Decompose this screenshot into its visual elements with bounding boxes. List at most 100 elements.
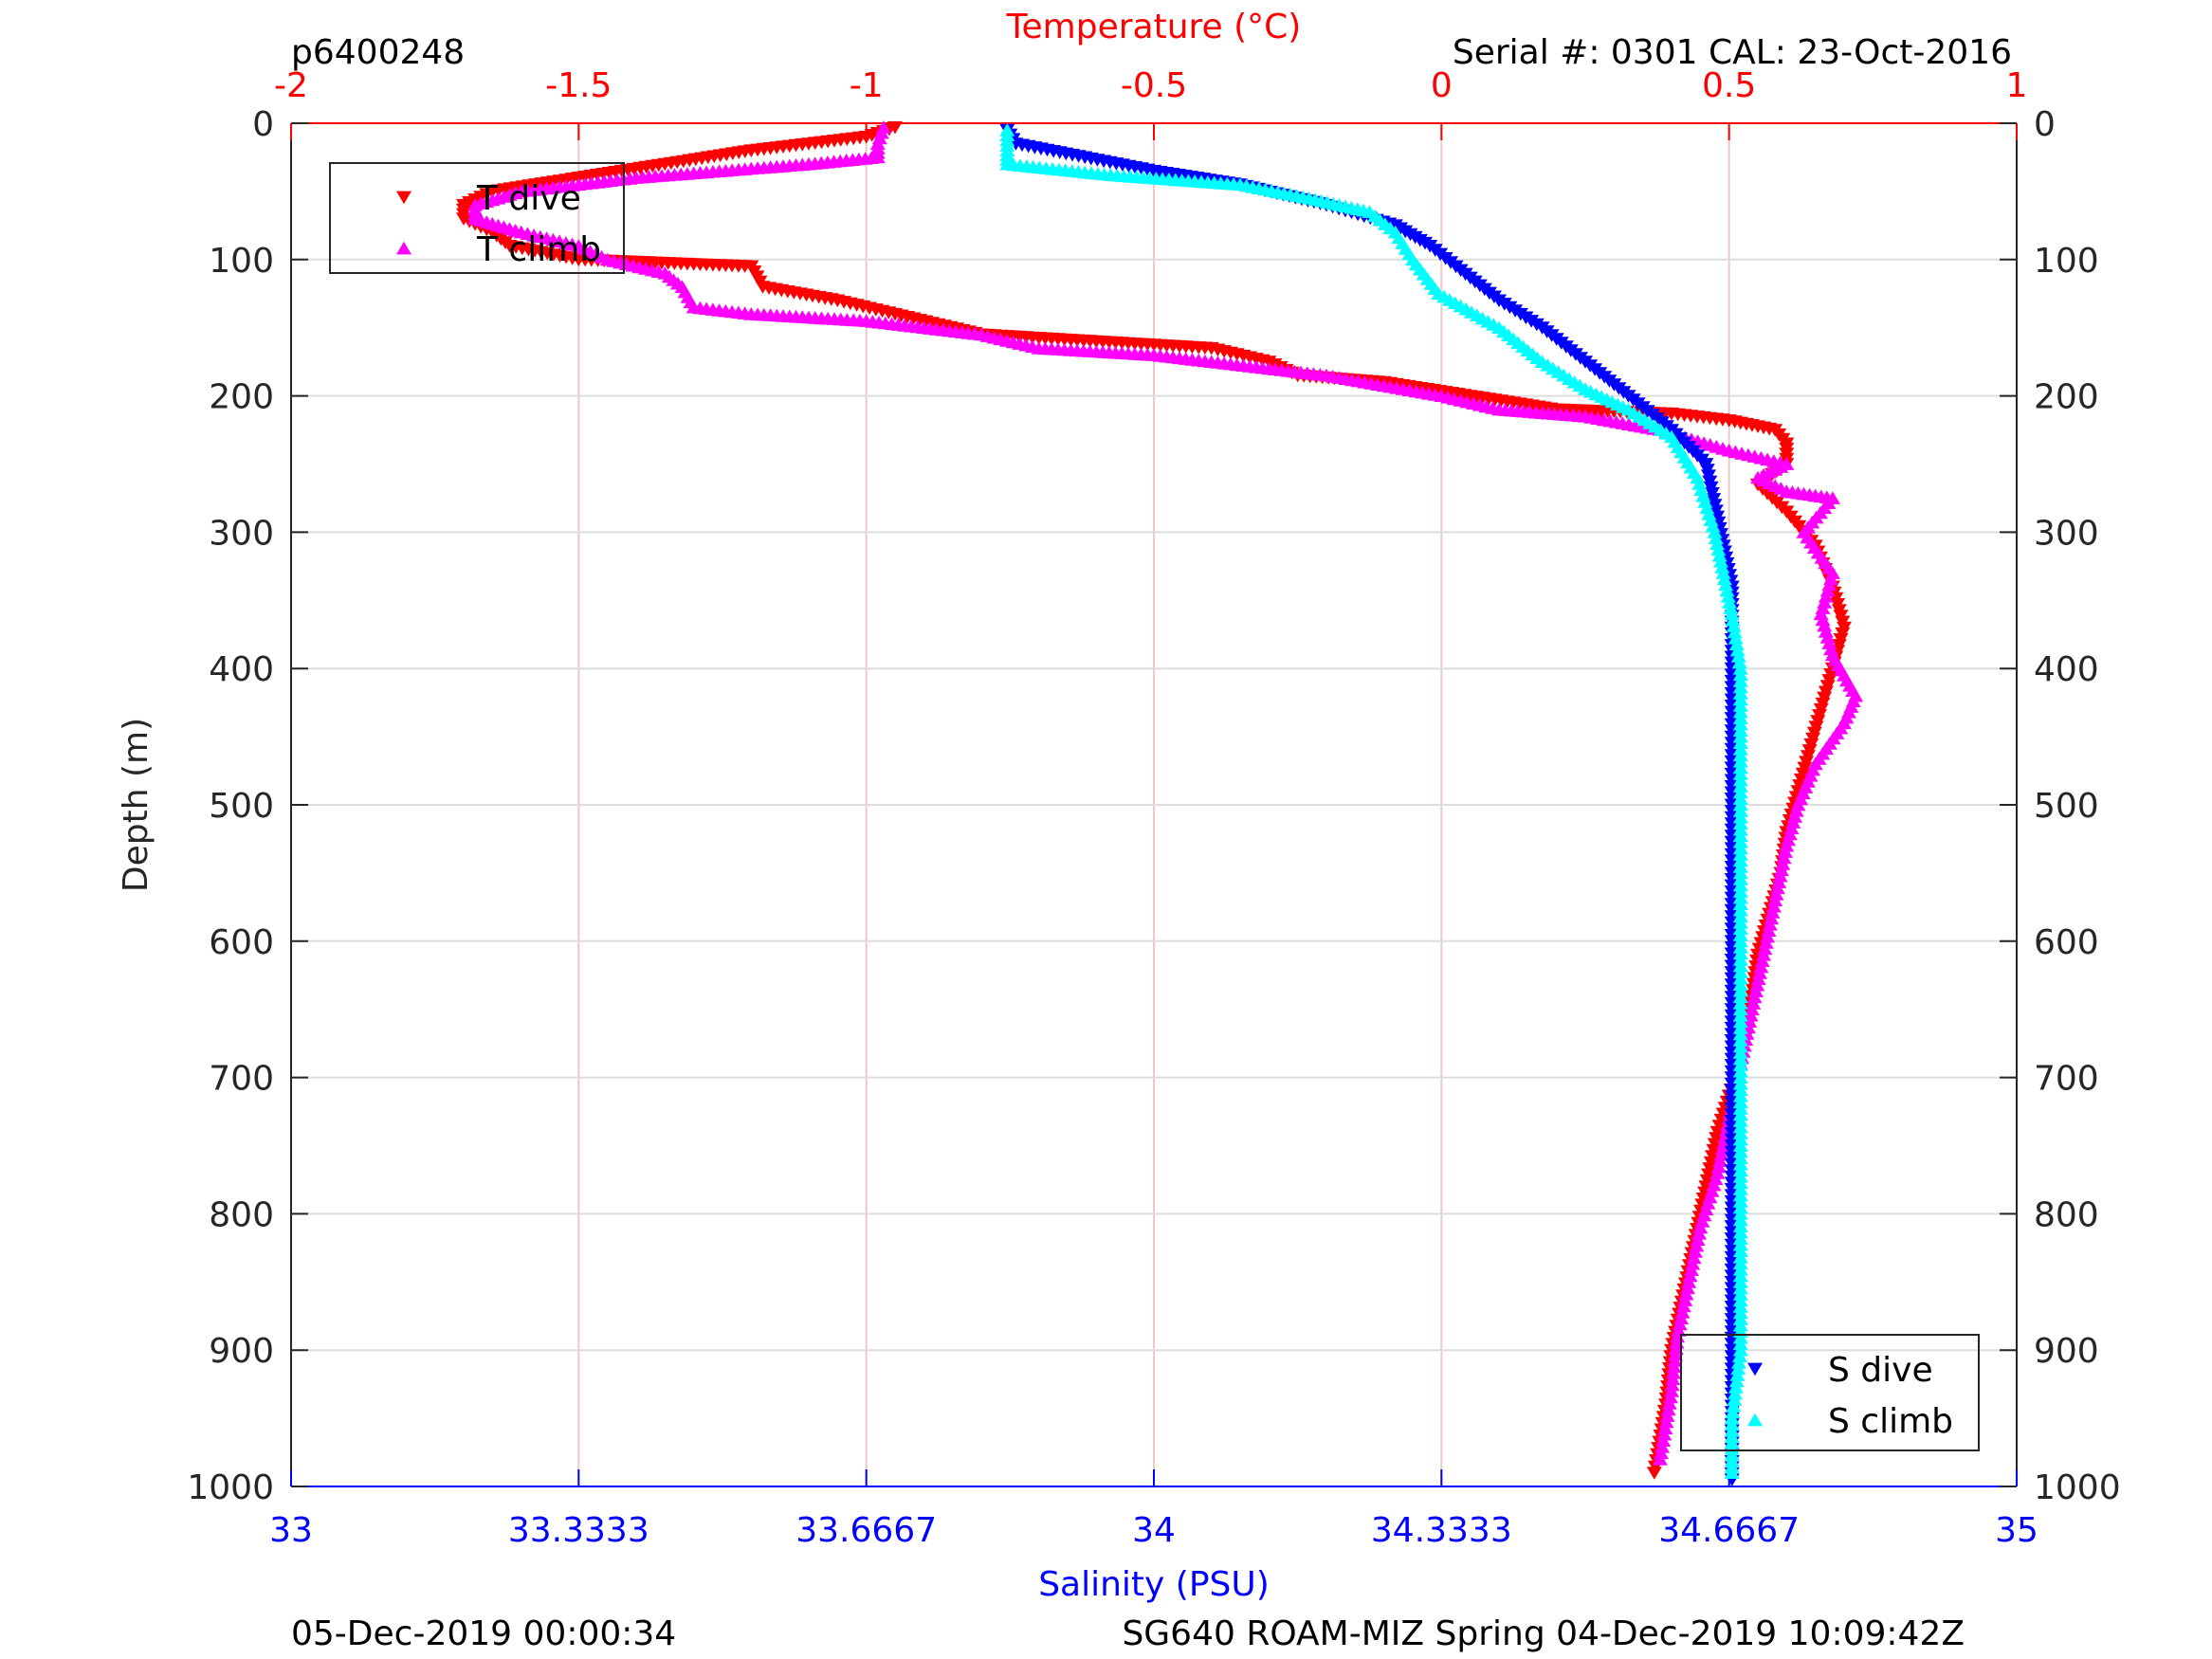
temp-tick-label: -1	[850, 66, 884, 105]
depth-tick-label-right: 300	[2034, 514, 2099, 553]
data-point	[1654, 1440, 1671, 1453]
data-point	[1674, 1305, 1691, 1319]
salinity-tick-label: 34	[1132, 1511, 1176, 1550]
data-point	[1764, 905, 1781, 919]
data-point	[1708, 531, 1724, 544]
depth-tick-label-right: 1000	[2034, 1468, 2121, 1507]
data-point	[1767, 893, 1783, 907]
data-point	[1744, 1002, 1760, 1016]
data-point	[1665, 1372, 1681, 1385]
data-point	[1748, 984, 1764, 997]
data-point	[1686, 1250, 1702, 1265]
legend-label: S climb	[1828, 1402, 1953, 1441]
data-point	[1769, 881, 1785, 895]
legend-label: S dive	[1828, 1351, 1933, 1390]
data-point	[1749, 977, 1765, 992]
data-point	[1682, 1268, 1698, 1283]
data-point	[1719, 583, 1735, 597]
depth-tick-label-right: 700	[2034, 1060, 2099, 1099]
data-point	[1646, 1467, 1662, 1480]
data-point	[1710, 542, 1727, 556]
depth-tick-label: 100	[209, 242, 274, 281]
depth-axis-label: Depth (m)	[117, 718, 155, 892]
profile-id: p6400248	[291, 33, 466, 72]
data-point	[1666, 1359, 1682, 1374]
depth-tick-label: 200	[209, 378, 274, 417]
legend-label: T climb	[476, 230, 601, 269]
data-point	[1743, 1008, 1759, 1022]
data-point	[1761, 923, 1777, 937]
data-point	[1728, 1386, 1743, 1400]
series-t-climb	[467, 120, 1864, 1466]
data-point	[1711, 548, 1728, 562]
data-point	[1662, 1390, 1678, 1404]
data-point	[1760, 929, 1776, 943]
data-point	[1765, 899, 1782, 913]
salinity-tick-label: 33	[269, 1511, 313, 1550]
salinity-tick-label: 35	[1995, 1511, 2038, 1550]
data-point	[1726, 619, 1742, 632]
data-point	[1762, 918, 1778, 931]
data-point	[1683, 1263, 1699, 1276]
temp-tick-label: 1	[2006, 66, 2028, 105]
data-point	[1709, 537, 1726, 551]
data-point	[1664, 1384, 1679, 1397]
data-point	[1729, 1368, 1746, 1381]
data-point	[1712, 1154, 1728, 1167]
temp-tick-label: 0.5	[1702, 66, 1756, 105]
data-point	[1728, 1380, 1744, 1394]
data-point	[1731, 1356, 1747, 1369]
salinity-axis-label: Salinity (PSU)	[1038, 1565, 1270, 1604]
legend-marker	[396, 191, 411, 205]
data-point	[1731, 655, 1747, 669]
data-point	[1768, 887, 1784, 901]
data-point	[1746, 990, 1763, 1004]
data-point	[1772, 868, 1788, 883]
depth-tick-label-right: 0	[2034, 105, 2056, 144]
data-point	[1687, 1245, 1703, 1258]
data-point	[1730, 1361, 1746, 1376]
data-point	[1776, 850, 1792, 865]
depth-tick-label-right: 500	[2034, 787, 2099, 826]
depth-tick-label-right: 600	[2034, 923, 2099, 962]
data-point	[1753, 959, 1769, 974]
data-point	[1754, 954, 1770, 967]
depth-tick-label: 500	[209, 787, 274, 826]
data-point	[1679, 1281, 1695, 1295]
footer-timestamp: 05-Dec-2019 00:00:34	[291, 1614, 677, 1653]
legend-marker	[1747, 1413, 1763, 1427]
data-point	[1730, 649, 1746, 663]
data-point	[1778, 845, 1793, 858]
data-point	[1672, 1317, 1688, 1331]
series-s-climb	[999, 123, 1748, 1479]
data-point	[1724, 1466, 1740, 1479]
depth-tick-label: 1000	[187, 1468, 274, 1507]
data-point	[1715, 566, 1731, 579]
data-point	[1752, 966, 1767, 979]
salinity-legend: S dive S climb	[1680, 1334, 1980, 1451]
legend-box	[1680, 1334, 1980, 1451]
data-point	[1657, 1421, 1673, 1434]
temp-tick-label: -2	[274, 66, 308, 105]
data-point	[1764, 911, 1780, 925]
data-point	[1659, 1409, 1675, 1422]
data-point	[1722, 595, 1738, 609]
data-point	[1773, 863, 1789, 877]
data-point	[1720, 590, 1736, 603]
data-point	[1728, 637, 1745, 650]
data-point	[1685, 1256, 1701, 1270]
data-point	[1725, 1405, 1741, 1418]
data-point	[1689, 1238, 1705, 1252]
depth-tick-label: 300	[209, 514, 274, 553]
data-point	[1691, 1227, 1707, 1240]
data-point	[1681, 1275, 1697, 1288]
data-point	[1758, 936, 1774, 949]
data-point	[1732, 1349, 1747, 1363]
data-point	[1658, 1414, 1674, 1429]
depth-tick-label-right: 800	[2034, 1195, 2099, 1234]
data-point	[1727, 625, 1743, 639]
data-point	[1726, 1398, 1742, 1413]
data-point	[1661, 1396, 1677, 1410]
data-point	[1713, 555, 1728, 568]
temp-tick-label: -0.5	[1121, 66, 1187, 105]
